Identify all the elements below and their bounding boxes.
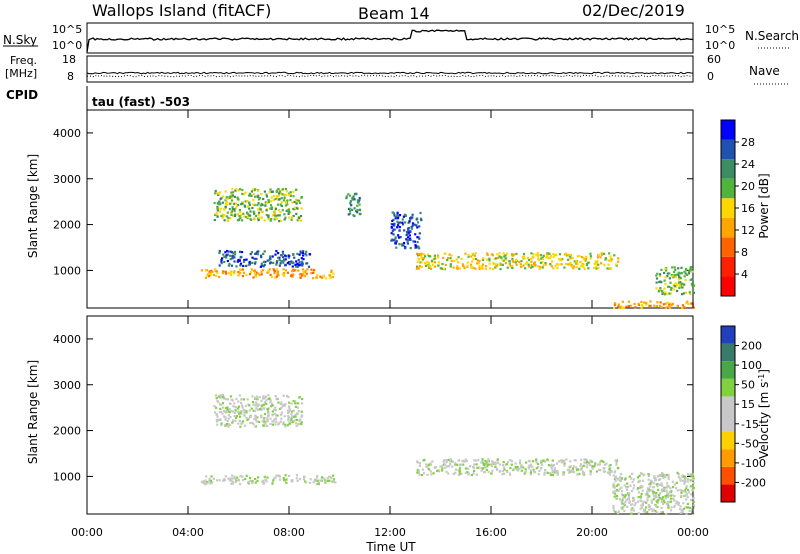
velocity-ylabel: Slant Range [km] <box>26 360 40 464</box>
colorbar-tick-power: 24 <box>741 158 755 171</box>
xtick-label: 00:00 <box>677 526 709 539</box>
noise-line <box>86 29 694 53</box>
power-echo-region <box>345 192 362 218</box>
xtick-label: 04:00 <box>172 526 204 539</box>
xtick-label: 12:00 <box>374 526 406 539</box>
freq-label-line1: Freq. <box>10 54 37 67</box>
nave-tick-top: 60 <box>707 53 721 66</box>
nave-line <box>86 74 694 78</box>
ytick-label-velocity: 3000 <box>53 379 81 392</box>
colorbar-tick-power: 8 <box>741 246 748 259</box>
colorbar-tick-power: 4 <box>741 268 748 281</box>
velocity-panel: 1000 2000 3000 4000 Slant Range [km] 200 100… <box>26 315 771 516</box>
beam-title: Beam 14 <box>358 4 430 23</box>
ytick-label-velocity: 4000 <box>53 333 81 346</box>
colorbar-tick-velocity: -200 <box>741 476 766 489</box>
freq-line <box>86 71 694 75</box>
power-ylabel: Slant Range [km] <box>26 154 40 258</box>
colorbar-tick-power: 28 <box>741 136 755 149</box>
colorbar-tick-power: 12 <box>741 224 755 237</box>
colorbar-tick-velocity: -15 <box>741 418 759 431</box>
ytick-label-velocity: 2000 <box>53 425 81 438</box>
freq-nave-panel: Freq. [MHz] 18 8 60 0 Nave <box>5 53 790 85</box>
ytick-label-power: 2000 <box>53 219 81 232</box>
power-echo-region <box>200 268 335 280</box>
power-colorbar: 28 24 20 16 12 8 4 <box>720 119 755 297</box>
cpid-text: tau (fast) -503 <box>92 95 190 109</box>
noise-tick-bottom-left: 10^0 <box>52 39 82 52</box>
colorbar-tick-velocity: 15 <box>741 398 755 411</box>
station-title: Wallops Island (fitACF) <box>92 1 271 20</box>
power-panel: 1000 2000 3000 4000 Slant Range [km] 28 24 20… <box>26 109 771 310</box>
nave-tick-bottom: 0 <box>707 70 714 83</box>
noise-tick-top-left: 10^5 <box>52 23 82 36</box>
velocity-echo-region <box>612 471 696 516</box>
freq-label-line2: [MHz] <box>5 67 37 80</box>
time-xlabel: Time UT <box>365 540 416 554</box>
velocity-echo-region <box>416 458 620 477</box>
nave-label: Nave <box>749 64 780 78</box>
velocity-echo-region <box>213 394 304 428</box>
noise-tick-bottom-right: 10^0 <box>705 39 735 52</box>
colorbar-tick-power: 20 <box>741 180 755 193</box>
power-echo-region <box>213 187 303 223</box>
xtick-label: 00:00 <box>71 526 103 539</box>
nsky-label: N.Sky <box>3 33 37 47</box>
nsearch-label: N.Search <box>745 29 799 43</box>
xtick-label: 08:00 <box>273 526 305 539</box>
date-title: 02/Dec/2019 <box>582 1 685 20</box>
freq-tick-bottom: 8 <box>67 70 74 83</box>
ytick-label-velocity: 1000 <box>53 470 81 483</box>
colorbar-tick-velocity: 100 <box>741 359 762 372</box>
velocity-echo-region <box>200 474 337 486</box>
power-echo-region <box>415 252 620 271</box>
power-echo-region <box>613 300 695 310</box>
power-echo-region <box>218 249 312 268</box>
noise-panel: N.Sky 10^5 10^0 10^5 10^0 N.Search <box>3 22 799 54</box>
velocity-colorbar: 200 100 50 15 -15 -50 -100 -200 <box>720 325 766 503</box>
xtick-label: 16:00 <box>475 526 507 539</box>
velocity-colorbar-label: Velocity [m s-1] <box>757 369 771 459</box>
cpid-label: CPID <box>6 88 38 102</box>
power-colorbar-label: Power [dB] <box>757 173 771 238</box>
colorbar-tick-velocity: -100 <box>741 457 766 470</box>
ytick-label-power: 4000 <box>53 127 81 140</box>
colorbar-tick-power: 16 <box>741 202 755 215</box>
colorbar-tick-velocity: 50 <box>741 379 755 392</box>
power-echo-region <box>655 265 696 296</box>
ytick-label-power: 1000 <box>53 264 81 277</box>
freq-tick-top: 18 <box>62 53 76 66</box>
colorbar-tick-velocity: -50 <box>741 437 759 450</box>
noise-tick-top-right: 10^5 <box>705 23 735 36</box>
power-echo-region <box>390 211 423 250</box>
colorbar-tick-velocity: 200 <box>741 340 762 353</box>
ytick-label-power: 3000 <box>53 173 81 186</box>
xtick-label: 20:00 <box>576 526 608 539</box>
